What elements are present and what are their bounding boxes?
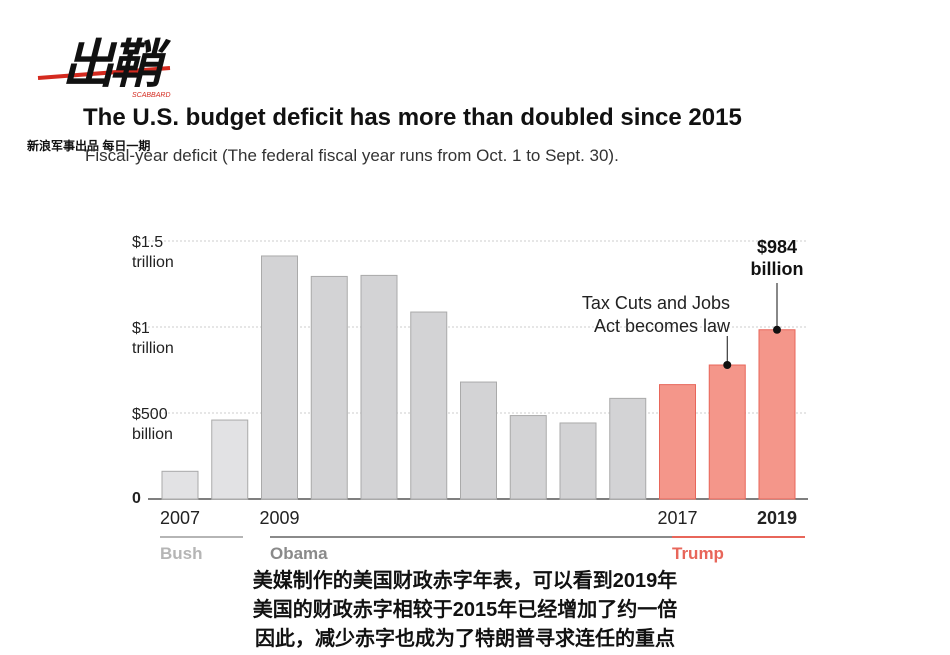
bar xyxy=(310,275,348,500)
brand: 新浪军事出品 每日一期 xyxy=(27,139,151,153)
x-tick-label: 2019 xyxy=(756,508,798,528)
bar xyxy=(609,397,647,500)
dot xyxy=(723,361,732,370)
dot xyxy=(773,325,781,334)
y-tick-label: 0 xyxy=(132,490,141,507)
logo-sub: SCABBARD xyxy=(132,92,171,99)
bar xyxy=(509,415,547,500)
era-label: Bush xyxy=(160,544,203,563)
bar xyxy=(410,311,448,500)
bar xyxy=(211,419,249,500)
value-label: $984 billion xyxy=(750,237,804,279)
bar xyxy=(708,364,746,500)
era-label: Trump xyxy=(672,544,724,563)
bar xyxy=(261,255,298,500)
bar xyxy=(559,422,597,500)
bar xyxy=(659,384,696,500)
logo-stroke xyxy=(37,66,171,80)
bar xyxy=(161,470,199,500)
y-tick-label: $500 billion xyxy=(132,406,173,443)
caption: 美国的财政赤字相较于2015年已经增加了约一倍 xyxy=(252,599,678,621)
y-tick-label: $1 trillion xyxy=(132,320,174,357)
caption: 美媒制作的美国财政赤字年表，可以看到2019年 xyxy=(150,564,780,593)
annotation: Tax Cuts and Jobs Act becomes law xyxy=(581,293,730,336)
y-tick-label: $1.5 trillion xyxy=(132,234,174,271)
logo: 出鞘 xyxy=(62,36,162,94)
bar xyxy=(460,381,497,500)
chart-subtitle: Fiscal-year deficit (The federal fiscal … xyxy=(85,146,619,165)
caption: 因此，减少赤字也成为了特朗普寻求连任的重点 xyxy=(255,628,675,650)
x-tick-label: 2007 xyxy=(159,508,201,528)
bar xyxy=(758,329,796,500)
chart-title: The U.S. budget deficit has more than do… xyxy=(83,104,742,131)
bar xyxy=(360,274,398,500)
x-tick-label: 2017 xyxy=(657,508,698,528)
era-label: Obama xyxy=(270,544,328,563)
x-tick-label: 2009 xyxy=(259,508,300,528)
